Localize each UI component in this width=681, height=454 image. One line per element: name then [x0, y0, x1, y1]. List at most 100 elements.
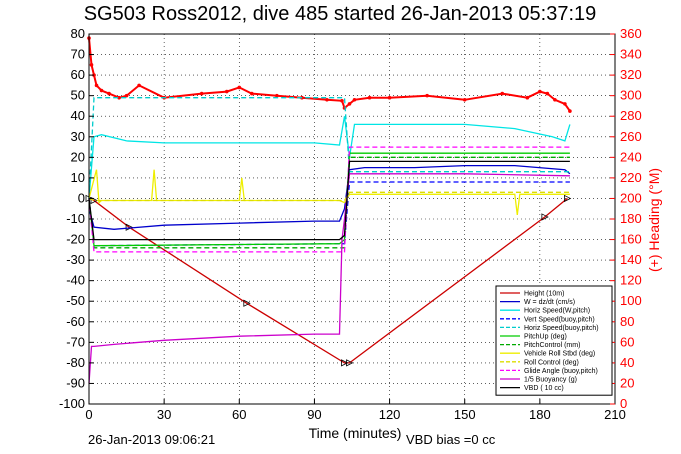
series-point — [563, 102, 567, 106]
x-tick-label: 60 — [232, 407, 246, 422]
y-tick-label: 0 — [78, 190, 85, 205]
legend-label: 1/5 Buoyancy (g) — [524, 377, 577, 384]
legend-label: Height (10m) — [524, 291, 564, 298]
y2-tick-label: 260 — [620, 129, 642, 144]
series-point — [367, 95, 372, 100]
series-point — [564, 194, 572, 203]
y2-tick-label: 180 — [620, 211, 642, 226]
y-tick-label: 20 — [71, 149, 85, 164]
series-line — [88, 116, 571, 199]
legend-label: W = dz/dt (cm/s) — [524, 299, 575, 306]
x-tick-label: 0 — [85, 407, 92, 422]
x-tick-label: 180 — [529, 407, 551, 422]
series-line — [88, 191, 570, 202]
y2-tick-label: 360 — [620, 26, 642, 41]
series-point — [387, 95, 392, 100]
y2-tick-label: 300 — [620, 88, 642, 103]
y2-tick-label: 140 — [620, 252, 642, 267]
series-point — [341, 359, 349, 367]
series-point — [347, 102, 352, 106]
series-point — [243, 299, 251, 307]
legend-label: Vert Speed(buoy,pitch) — [524, 316, 595, 323]
y2-tick-label: 40 — [620, 355, 634, 370]
legend-label: PitchControl (mm) — [524, 342, 580, 349]
series-point — [462, 97, 467, 102]
series-point — [346, 359, 354, 367]
y-tick-label: 30 — [71, 129, 85, 144]
series-point — [92, 73, 96, 77]
y-tick-label: 70 — [71, 47, 85, 62]
y2-tick-label: 20 — [620, 375, 634, 390]
x-tick-label: 90 — [307, 407, 321, 422]
y-tick-label: -70 — [66, 334, 85, 349]
y-tick-label: 80 — [71, 26, 85, 41]
legend: Height (10m)W = dz/dt (cm/s) Horiz Speed(… — [495, 285, 613, 396]
legend-label: VBD ( 10 cc) — [524, 385, 564, 392]
y-tick-label: 10 — [71, 170, 85, 185]
y-tick-label: -30 — [66, 252, 85, 267]
legend-box — [495, 285, 613, 396]
x-axis-label: Time (minutes) — [309, 425, 402, 441]
series-layer — [85, 36, 572, 384]
legend-label: Glide Angle (buoy,pitch) — [524, 368, 598, 375]
series-point — [237, 85, 242, 90]
series-point — [538, 89, 542, 94]
series-line — [88, 152, 570, 247]
x-tick-label: 30 — [157, 407, 171, 422]
legend-label: Roll Control (deg) — [524, 359, 579, 366]
x-tick-label: 150 — [454, 407, 476, 422]
series-point — [545, 91, 550, 96]
y2-tick-label: 220 — [620, 170, 642, 185]
series-line — [88, 97, 570, 199]
series-point — [124, 93, 129, 98]
series-line — [88, 173, 570, 384]
y-tick-label: -10 — [66, 211, 85, 226]
y2-tick-label: 100 — [620, 293, 642, 308]
y2-tick-label: 340 — [620, 47, 642, 62]
series-point — [275, 93, 279, 98]
series-point — [117, 95, 121, 100]
y-tick-label: -50 — [66, 293, 85, 308]
y-tick-label: 50 — [71, 88, 85, 103]
legend-label: Horiz Speed(W,pitch) — [524, 308, 590, 315]
x-tick-label: 210 — [604, 407, 626, 422]
y-tick-label: -40 — [66, 273, 85, 288]
series-point — [352, 97, 357, 102]
series-point — [568, 109, 572, 113]
y2-axis-label: (+) Heading (°M) — [646, 168, 662, 272]
legend-label: Vehicle Roll Stbd (deg) — [524, 351, 595, 358]
y-tick-label: 60 — [71, 67, 85, 82]
series-line — [88, 169, 570, 215]
series-point — [125, 223, 133, 231]
legend-label: Horiz Speed(buoy,pitch) — [524, 325, 599, 332]
series-point — [89, 63, 94, 67]
series-line — [88, 38, 571, 112]
series-point — [107, 91, 111, 96]
series-point — [541, 213, 549, 221]
series-point — [224, 89, 229, 94]
series-point — [250, 91, 254, 96]
y-tick-label: -80 — [66, 355, 85, 370]
series-point — [525, 95, 530, 100]
series-line — [88, 181, 570, 247]
series-point — [94, 83, 99, 88]
y2-tick-label: 280 — [620, 108, 642, 123]
series-point — [553, 97, 557, 102]
legend-label: PitchUp (deg) — [524, 334, 567, 341]
y2-tick-label: 0 — [620, 396, 627, 411]
series-point — [90, 196, 98, 205]
series-point — [340, 99, 344, 103]
series-point — [425, 93, 429, 98]
series-line — [88, 164, 571, 230]
y2-tick-label: 60 — [620, 334, 634, 349]
series-point — [99, 88, 104, 93]
y-tick-label: -90 — [66, 375, 85, 390]
series-line — [88, 156, 570, 249]
footer-timestamp: 26-Jan-2013 09:06:21 — [88, 432, 215, 447]
y2-tick-label: 240 — [620, 149, 642, 164]
series-point — [325, 97, 329, 102]
footer-vbd-bias: VBD bias =0 cc — [406, 432, 496, 447]
ticks: 0 30 60 90 120 150 180 210-100-90-80-70-60-50-4… — [59, 26, 642, 422]
series-point — [500, 91, 505, 96]
